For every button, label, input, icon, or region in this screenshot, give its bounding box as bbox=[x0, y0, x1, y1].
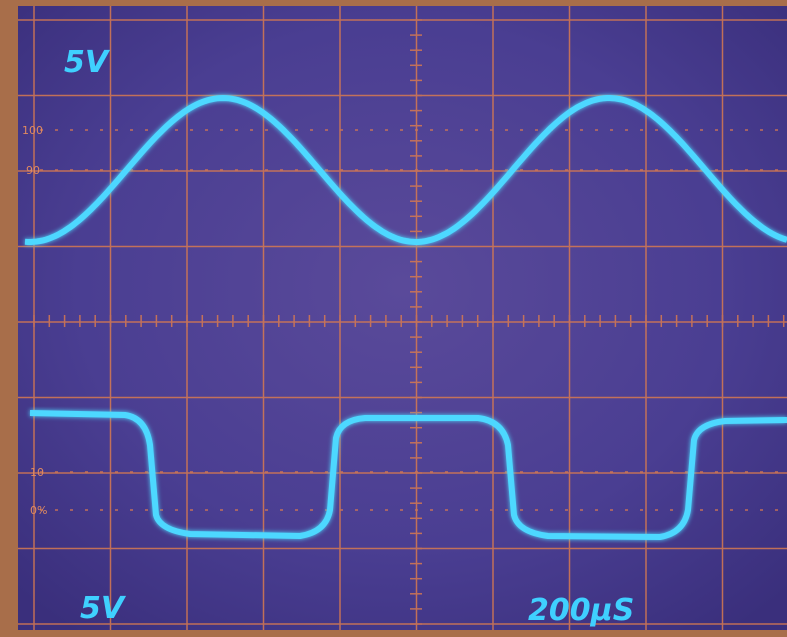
graticule-label: 10 bbox=[30, 466, 44, 479]
graticule-label: 100 bbox=[22, 124, 43, 137]
channel2-scale: 5V bbox=[80, 591, 127, 626]
graticule-label: 0% bbox=[30, 504, 47, 517]
channel1-scale: 5V bbox=[64, 45, 111, 80]
timebase: 200µS bbox=[528, 593, 634, 628]
square-trace bbox=[29, 410, 787, 541]
screen bbox=[18, 6, 787, 630]
sine-trace bbox=[24, 94, 787, 245]
graticule-label: 90 bbox=[26, 164, 40, 177]
graticule bbox=[18, 6, 787, 630]
